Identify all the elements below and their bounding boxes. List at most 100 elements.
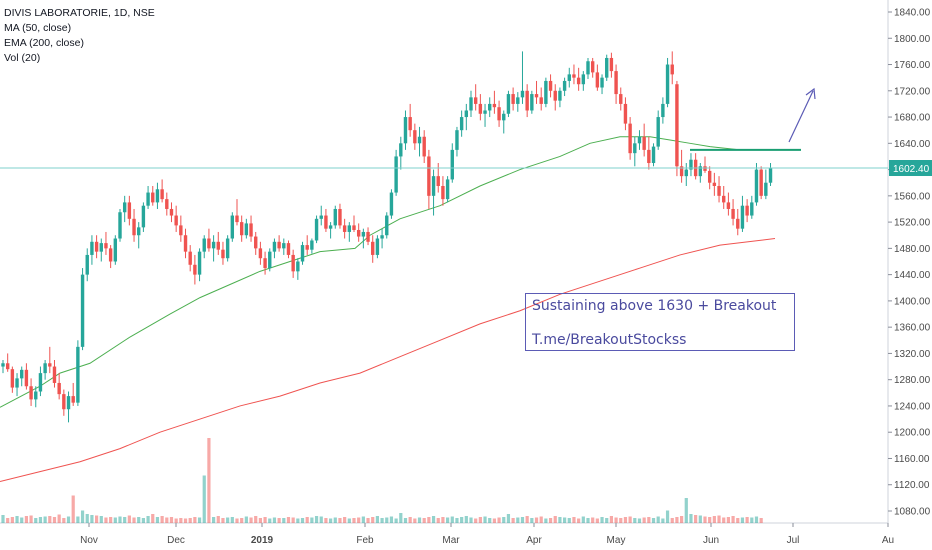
volume-bar — [492, 518, 496, 523]
volume-bar — [85, 514, 89, 523]
volume-bar — [736, 518, 740, 523]
candle-body — [356, 229, 361, 237]
price-axis: 1840.00 1800.00 1760.00 1720.00 1680.00 1640.… — [888, 8, 932, 518]
candle-body — [590, 61, 595, 73]
volume-bar — [595, 518, 599, 523]
annotation-box[interactable]: Sustaining above 1630 + Breakout T.me/Br… — [525, 293, 795, 351]
candle-body — [342, 225, 347, 232]
candle-body — [127, 202, 132, 219]
candle-body — [408, 117, 412, 131]
volume-bar — [338, 518, 342, 523]
volume-bar — [450, 516, 454, 523]
volume-bar — [310, 517, 314, 523]
chart-legend: DIVIS LABORATORIE, 1D, NSE MA (50, close… — [4, 6, 155, 66]
time-tick-label: Apr — [526, 535, 542, 546]
candle-body — [497, 107, 501, 121]
volume-bar — [642, 517, 646, 523]
candle-body — [151, 192, 155, 203]
time-tick-label: 2019 — [251, 535, 274, 546]
volume-bar — [474, 518, 478, 523]
volume-bar — [694, 515, 698, 523]
candle-body — [436, 176, 440, 186]
volume-bars — [1, 438, 763, 523]
candle-body — [249, 223, 253, 237]
volume-bar — [160, 516, 164, 523]
candle-body — [146, 192, 150, 206]
volume-bar — [249, 517, 253, 523]
volume-bar — [661, 518, 665, 523]
candle-body — [623, 103, 628, 124]
volume-bar — [216, 516, 220, 523]
volume-bar — [343, 517, 347, 523]
candle-body — [455, 130, 459, 150]
time-tick-label: Mar — [442, 535, 460, 546]
volume-bar — [352, 518, 356, 523]
volume-bar — [286, 517, 291, 523]
volume-bar — [300, 518, 305, 523]
time-tick-label: Nov — [80, 535, 98, 546]
price-tick-label: 1240.00 — [894, 401, 931, 412]
candle-body — [572, 74, 576, 78]
candle-body — [71, 396, 75, 403]
candle-body — [333, 208, 337, 226]
volume-bar — [717, 515, 721, 523]
volume-bar — [254, 516, 258, 523]
candle-body — [80, 274, 85, 347]
volume-bar — [71, 495, 75, 523]
volume-bar — [647, 517, 651, 523]
volume-bar — [399, 513, 403, 523]
annotation-link: T.me/BreakoutStockss — [532, 332, 687, 348]
volume-bar — [413, 518, 417, 523]
candle-body — [361, 231, 366, 237]
volume-bar — [703, 516, 707, 523]
candle-body — [263, 258, 267, 269]
candle-body — [492, 103, 497, 108]
volume-bar — [385, 517, 389, 523]
volume-bar — [609, 516, 613, 523]
volume-bar — [123, 517, 127, 523]
candle-body — [642, 136, 646, 150]
candle-body — [745, 205, 749, 216]
ema-200-path — [0, 238, 776, 482]
volume-bar — [628, 516, 632, 523]
volume-bar — [183, 518, 188, 523]
volume-bar — [24, 516, 28, 523]
candle-body — [221, 249, 225, 259]
price-tick-label: 1400.00 — [894, 296, 931, 307]
candle-body — [296, 261, 300, 272]
volume-bar — [207, 438, 211, 523]
candle-body — [530, 94, 534, 111]
last-price-label-bg — [889, 160, 932, 177]
candle-body — [427, 156, 431, 196]
candle-body — [459, 117, 464, 131]
candle-body — [548, 80, 553, 91]
candle-body — [141, 205, 146, 228]
volume-bar — [95, 515, 99, 523]
time-tick-label: Jul — [787, 535, 800, 546]
candle-body — [600, 77, 604, 88]
candle-body — [544, 80, 548, 104]
candle-body — [282, 243, 286, 249]
volume-bar — [520, 517, 525, 523]
volume-bar — [10, 517, 14, 523]
volume-bar — [90, 515, 94, 523]
time-tick-label: Au — [882, 535, 894, 546]
candle-body — [417, 136, 422, 144]
candle-body — [174, 215, 178, 226]
candle-body — [684, 169, 688, 177]
candle-body — [609, 57, 614, 72]
volume-bar — [553, 516, 557, 523]
volume-bar — [268, 518, 272, 523]
volume-bar — [221, 518, 225, 523]
candle-body — [399, 143, 403, 157]
volume-bar — [539, 516, 543, 523]
candle-body — [305, 245, 309, 250]
candle-body — [478, 103, 483, 114]
candle-body — [328, 225, 333, 229]
candle-body — [647, 149, 651, 164]
candle-body — [94, 241, 99, 252]
candle-body — [431, 176, 436, 196]
volume-bar — [478, 517, 482, 523]
candle-body — [165, 199, 169, 209]
